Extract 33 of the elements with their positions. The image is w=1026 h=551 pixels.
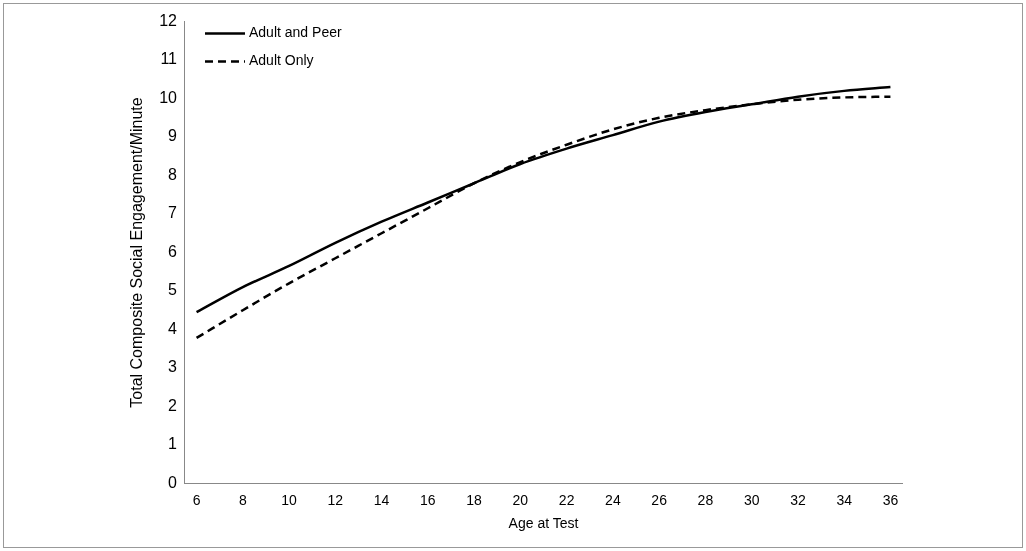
x-tick-label: 10 <box>281 491 298 508</box>
y-tick-label: 3 <box>168 358 178 376</box>
y-tick-label: 0 <box>168 473 178 491</box>
x-axis-title: Age at Test <box>508 515 579 532</box>
legend-label: Adult Only <box>249 52 314 69</box>
x-tick-label: 18 <box>466 491 483 508</box>
legend-label: Adult and Peer <box>249 24 342 41</box>
x-tick-label: 24 <box>605 491 621 508</box>
x-tick-label: 12 <box>327 491 344 508</box>
x-tick-label: 8 <box>238 491 247 508</box>
x-tick-label: 36 <box>882 491 899 508</box>
y-tick-label: 9 <box>168 127 178 145</box>
y-tick-label: 5 <box>168 281 178 299</box>
y-tick-label: 2 <box>168 396 178 414</box>
x-tick-label: 20 <box>512 491 529 508</box>
x-tick-label: 28 <box>697 491 714 508</box>
x-tick-label: 30 <box>743 491 760 508</box>
x-tick-label: 22 <box>558 491 575 508</box>
x-tick-label: 34 <box>836 491 853 508</box>
y-tick-label: 10 <box>159 88 178 106</box>
y-tick-label: 11 <box>160 50 178 68</box>
y-tick-label: 6 <box>168 242 178 260</box>
x-tick-label: 26 <box>651 491 668 508</box>
x-tick-label: 32 <box>790 491 806 508</box>
x-tick-label: 16 <box>420 491 436 508</box>
y-tick-label: 7 <box>168 204 178 222</box>
y-tick-label: 12 <box>159 12 178 30</box>
y-axis-title: Total Composite Social Engagement/Minute <box>128 97 146 408</box>
y-tick-label: 8 <box>168 165 178 183</box>
y-tick-label: 1 <box>168 435 178 453</box>
y-tick-label: 4 <box>168 319 178 337</box>
x-tick-label: 14 <box>373 491 390 508</box>
x-tick-label: 6 <box>192 491 201 508</box>
